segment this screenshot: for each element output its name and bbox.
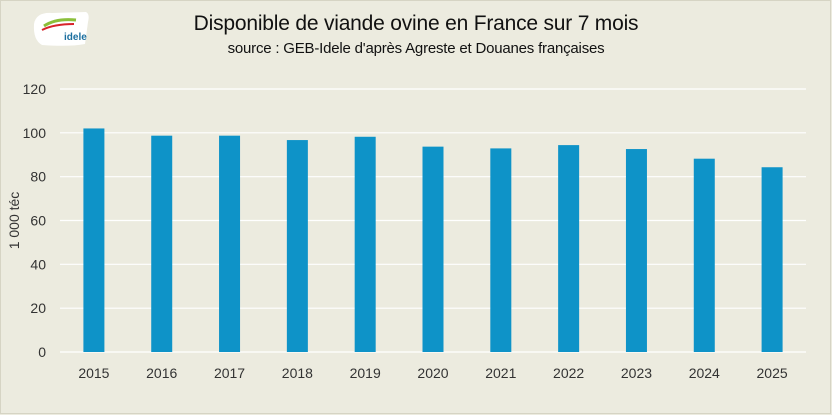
x-tick-label: 2025 <box>757 365 788 381</box>
bar-2020 <box>422 146 444 352</box>
y-tick-label: 40 <box>30 256 46 272</box>
x-tick-label: 2016 <box>146 365 177 381</box>
bar-2018 <box>286 140 308 352</box>
bar-2023 <box>625 149 647 352</box>
bar-2016 <box>151 135 173 352</box>
y-tick-label: 0 <box>38 344 46 360</box>
bar-2021 <box>490 148 512 352</box>
bar-2022 <box>558 145 580 352</box>
x-tick-label: 2020 <box>417 365 448 381</box>
x-tick-label: 2021 <box>485 365 516 381</box>
y-tick-label: 100 <box>23 125 47 141</box>
bar-2017 <box>219 135 241 352</box>
y-tick-label: 120 <box>23 81 47 97</box>
y-tick-label: 80 <box>30 169 46 185</box>
bar-2019 <box>354 136 376 352</box>
x-tick-label: 2019 <box>350 365 381 381</box>
y-axis-label: 1 000 téc <box>6 192 22 250</box>
chart-subtitle: source : GEB-Idele d'après Agreste et Do… <box>227 40 605 57</box>
idele-logo: idele <box>33 12 89 46</box>
x-tick-label: 2023 <box>621 365 652 381</box>
x-tick-label: 2024 <box>689 365 720 381</box>
bar-2025 <box>761 167 783 352</box>
x-tick-label: 2018 <box>282 365 313 381</box>
y-tick-label: 60 <box>30 213 46 229</box>
bar-2015 <box>83 128 105 352</box>
y-tick-label: 20 <box>30 300 46 316</box>
x-tick-label: 2022 <box>553 365 584 381</box>
chart-title: Disponible de viande ovine en France sur… <box>193 12 639 35</box>
chart-title-block: Disponible de viande ovine en France sur… <box>0 12 832 57</box>
bar-2024 <box>693 158 715 352</box>
x-tick-label: 2017 <box>214 365 245 381</box>
logo-text: idele <box>64 32 87 43</box>
x-tick-label: 2015 <box>78 365 109 381</box>
